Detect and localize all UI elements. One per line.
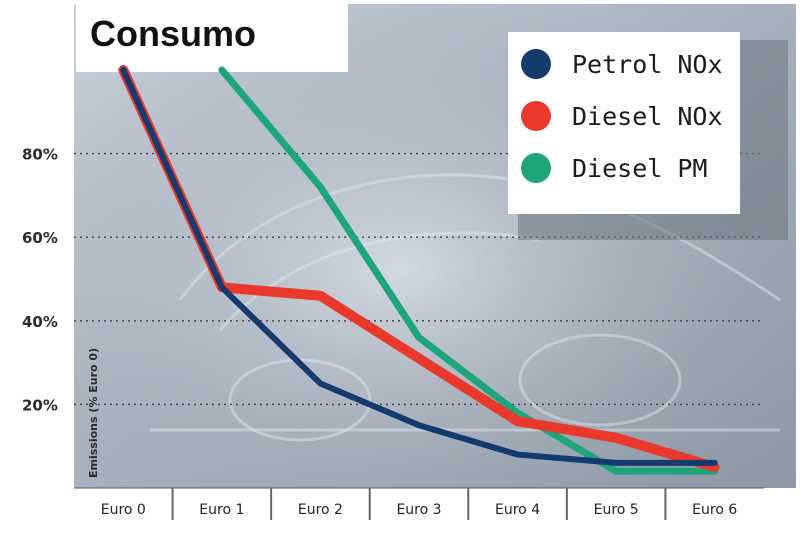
legend-label: Diesel NOx: [572, 102, 723, 131]
y-axis-label: Emissions (% Euro 0): [87, 348, 100, 478]
y-tick-label: 40%: [22, 313, 58, 331]
legend-swatch: [521, 153, 551, 183]
legend-label: Petrol NOx: [572, 50, 723, 79]
y-tick-label: 80%: [22, 146, 58, 164]
x-tick-label: Euro 5: [594, 502, 639, 518]
x-tick-label: Euro 0: [101, 502, 146, 518]
legend-swatch: [521, 101, 551, 131]
series-line-petrol-nox: [120, 67, 718, 466]
x-tick-label: Euro 3: [396, 502, 441, 518]
x-tick-label: Euro 4: [495, 502, 540, 518]
x-tick-label: Euro 2: [298, 502, 343, 518]
x-tick-labels: Euro 0 Euro 1 Euro 2 Euro 3 Euro 4 Euro 5 Euro…: [101, 488, 737, 520]
legend: Petrol NOx Diesel NOx Diesel PM: [508, 32, 788, 240]
legend-label: Diesel PM: [572, 154, 707, 183]
legend-swatch: [521, 49, 551, 79]
x-tick-label: Euro 1: [199, 502, 244, 518]
gridlines: [74, 152, 764, 406]
series-line-diesel-pm: [218, 66, 719, 475]
x-tick-label: Euro 6: [692, 502, 737, 518]
title-box: [76, 2, 348, 72]
y-tick-label: 60%: [22, 229, 58, 247]
y-tick-labels: 20% 40% 60% 80%: [22, 146, 58, 415]
x-axis-strip: [74, 488, 764, 532]
chart-title: Consumo: [90, 13, 256, 54]
series-lines: [118, 65, 720, 475]
y-tick-label: 20%: [22, 396, 58, 414]
